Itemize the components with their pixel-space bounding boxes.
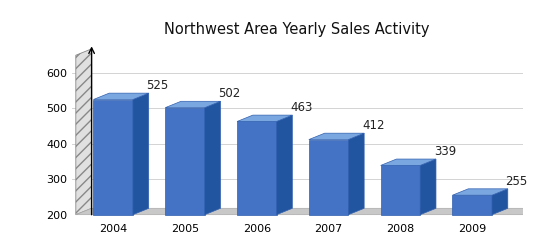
Polygon shape <box>94 93 148 100</box>
Polygon shape <box>94 100 133 215</box>
Polygon shape <box>76 49 92 215</box>
Polygon shape <box>309 140 348 215</box>
Polygon shape <box>165 108 205 215</box>
Polygon shape <box>133 93 148 215</box>
Polygon shape <box>348 133 364 215</box>
Text: 502: 502 <box>218 87 240 100</box>
Polygon shape <box>420 159 436 215</box>
Polygon shape <box>492 189 508 215</box>
Polygon shape <box>165 101 221 108</box>
Polygon shape <box>277 115 293 215</box>
Text: 463: 463 <box>290 101 312 114</box>
Polygon shape <box>381 166 420 215</box>
Polygon shape <box>381 159 436 166</box>
Polygon shape <box>237 115 293 121</box>
Text: 255: 255 <box>505 175 528 188</box>
Polygon shape <box>205 101 221 215</box>
Polygon shape <box>309 133 364 140</box>
Text: 525: 525 <box>146 79 169 92</box>
Text: 339: 339 <box>434 145 456 158</box>
Polygon shape <box>453 189 508 195</box>
Polygon shape <box>453 195 492 215</box>
Text: 412: 412 <box>362 119 384 132</box>
Polygon shape <box>76 208 547 215</box>
Polygon shape <box>237 122 277 215</box>
Title: Northwest Area Yearly Sales Activity: Northwest Area Yearly Sales Activity <box>164 22 430 38</box>
